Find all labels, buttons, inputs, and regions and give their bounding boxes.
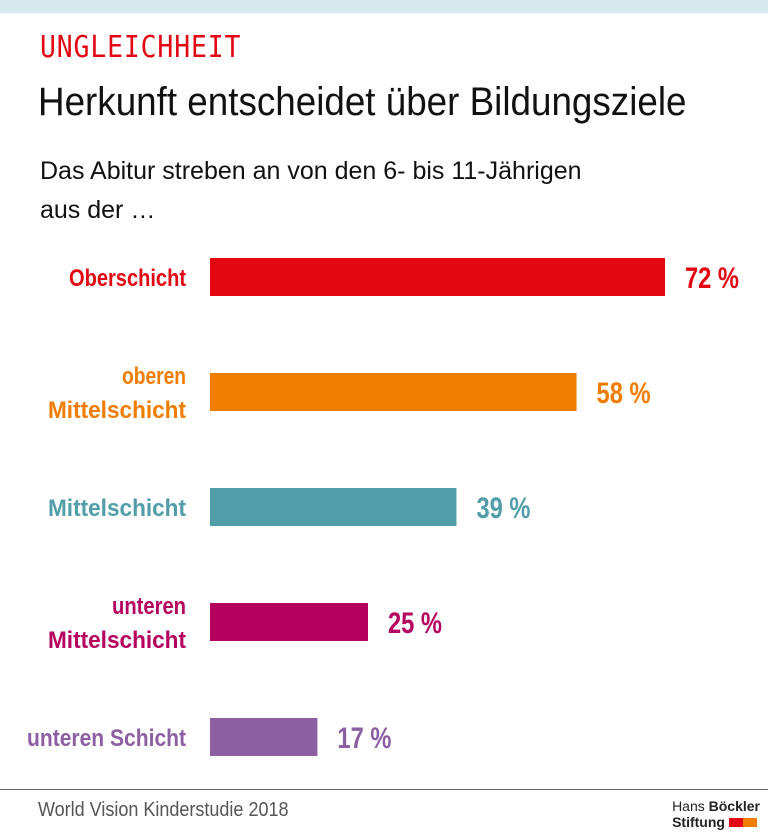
category-label-2: Mittelschicht <box>48 495 186 522</box>
chart-subtitle: Das Abitur streben an von den 6- bis 11-… <box>40 152 740 230</box>
bar-3 <box>210 603 368 641</box>
category-label-3-line-0: unteren <box>112 593 186 620</box>
logo-orange-square <box>742 817 757 827</box>
value-label-3: 25 % <box>388 607 442 640</box>
value-label-0: 72 % <box>685 262 739 295</box>
source-note: World Vision Kinderstudie 2018 <box>38 799 289 821</box>
value-label-1: 58 % <box>597 377 651 410</box>
logo-text-stiftung: Stiftung <box>672 814 725 830</box>
category-label-1-line-1: Mittelschicht <box>48 397 186 424</box>
logo-text-boeckler: Böckler <box>708 798 760 814</box>
bar-2 <box>210 488 457 526</box>
bar-0 <box>210 258 665 296</box>
kicker-label: UNGLEICHHEIT <box>40 30 242 65</box>
category-label-3-line-1: Mittelschicht <box>48 627 186 654</box>
category-label-1-line-0: oberen <box>122 363 186 390</box>
subtitle-line-1: Das Abitur streben an von den 6- bis 11-… <box>40 157 582 185</box>
category-label-4: unteren Schicht <box>27 725 186 752</box>
value-label-2: 39 % <box>476 492 530 525</box>
subtitle-line-2: aus der … <box>40 196 156 224</box>
chart-title: Herkunft entscheidet über Bildungsziele <box>38 80 687 124</box>
footer-divider <box>0 789 768 790</box>
bar-4 <box>210 718 318 756</box>
top-accent-bar <box>0 0 768 13</box>
hans-boeckler-logo: Hans Böckler Stiftung <box>672 798 760 830</box>
logo-red-square <box>728 817 743 827</box>
bar-chart: Oberschicht 72 % oberen Mittelschicht 58 % Mi… <box>27 258 739 756</box>
logo-text-hans: Hans <box>672 798 705 814</box>
value-label-4: 17 % <box>337 722 391 755</box>
category-label-0: Oberschicht <box>69 265 186 292</box>
bar-1 <box>210 373 577 411</box>
